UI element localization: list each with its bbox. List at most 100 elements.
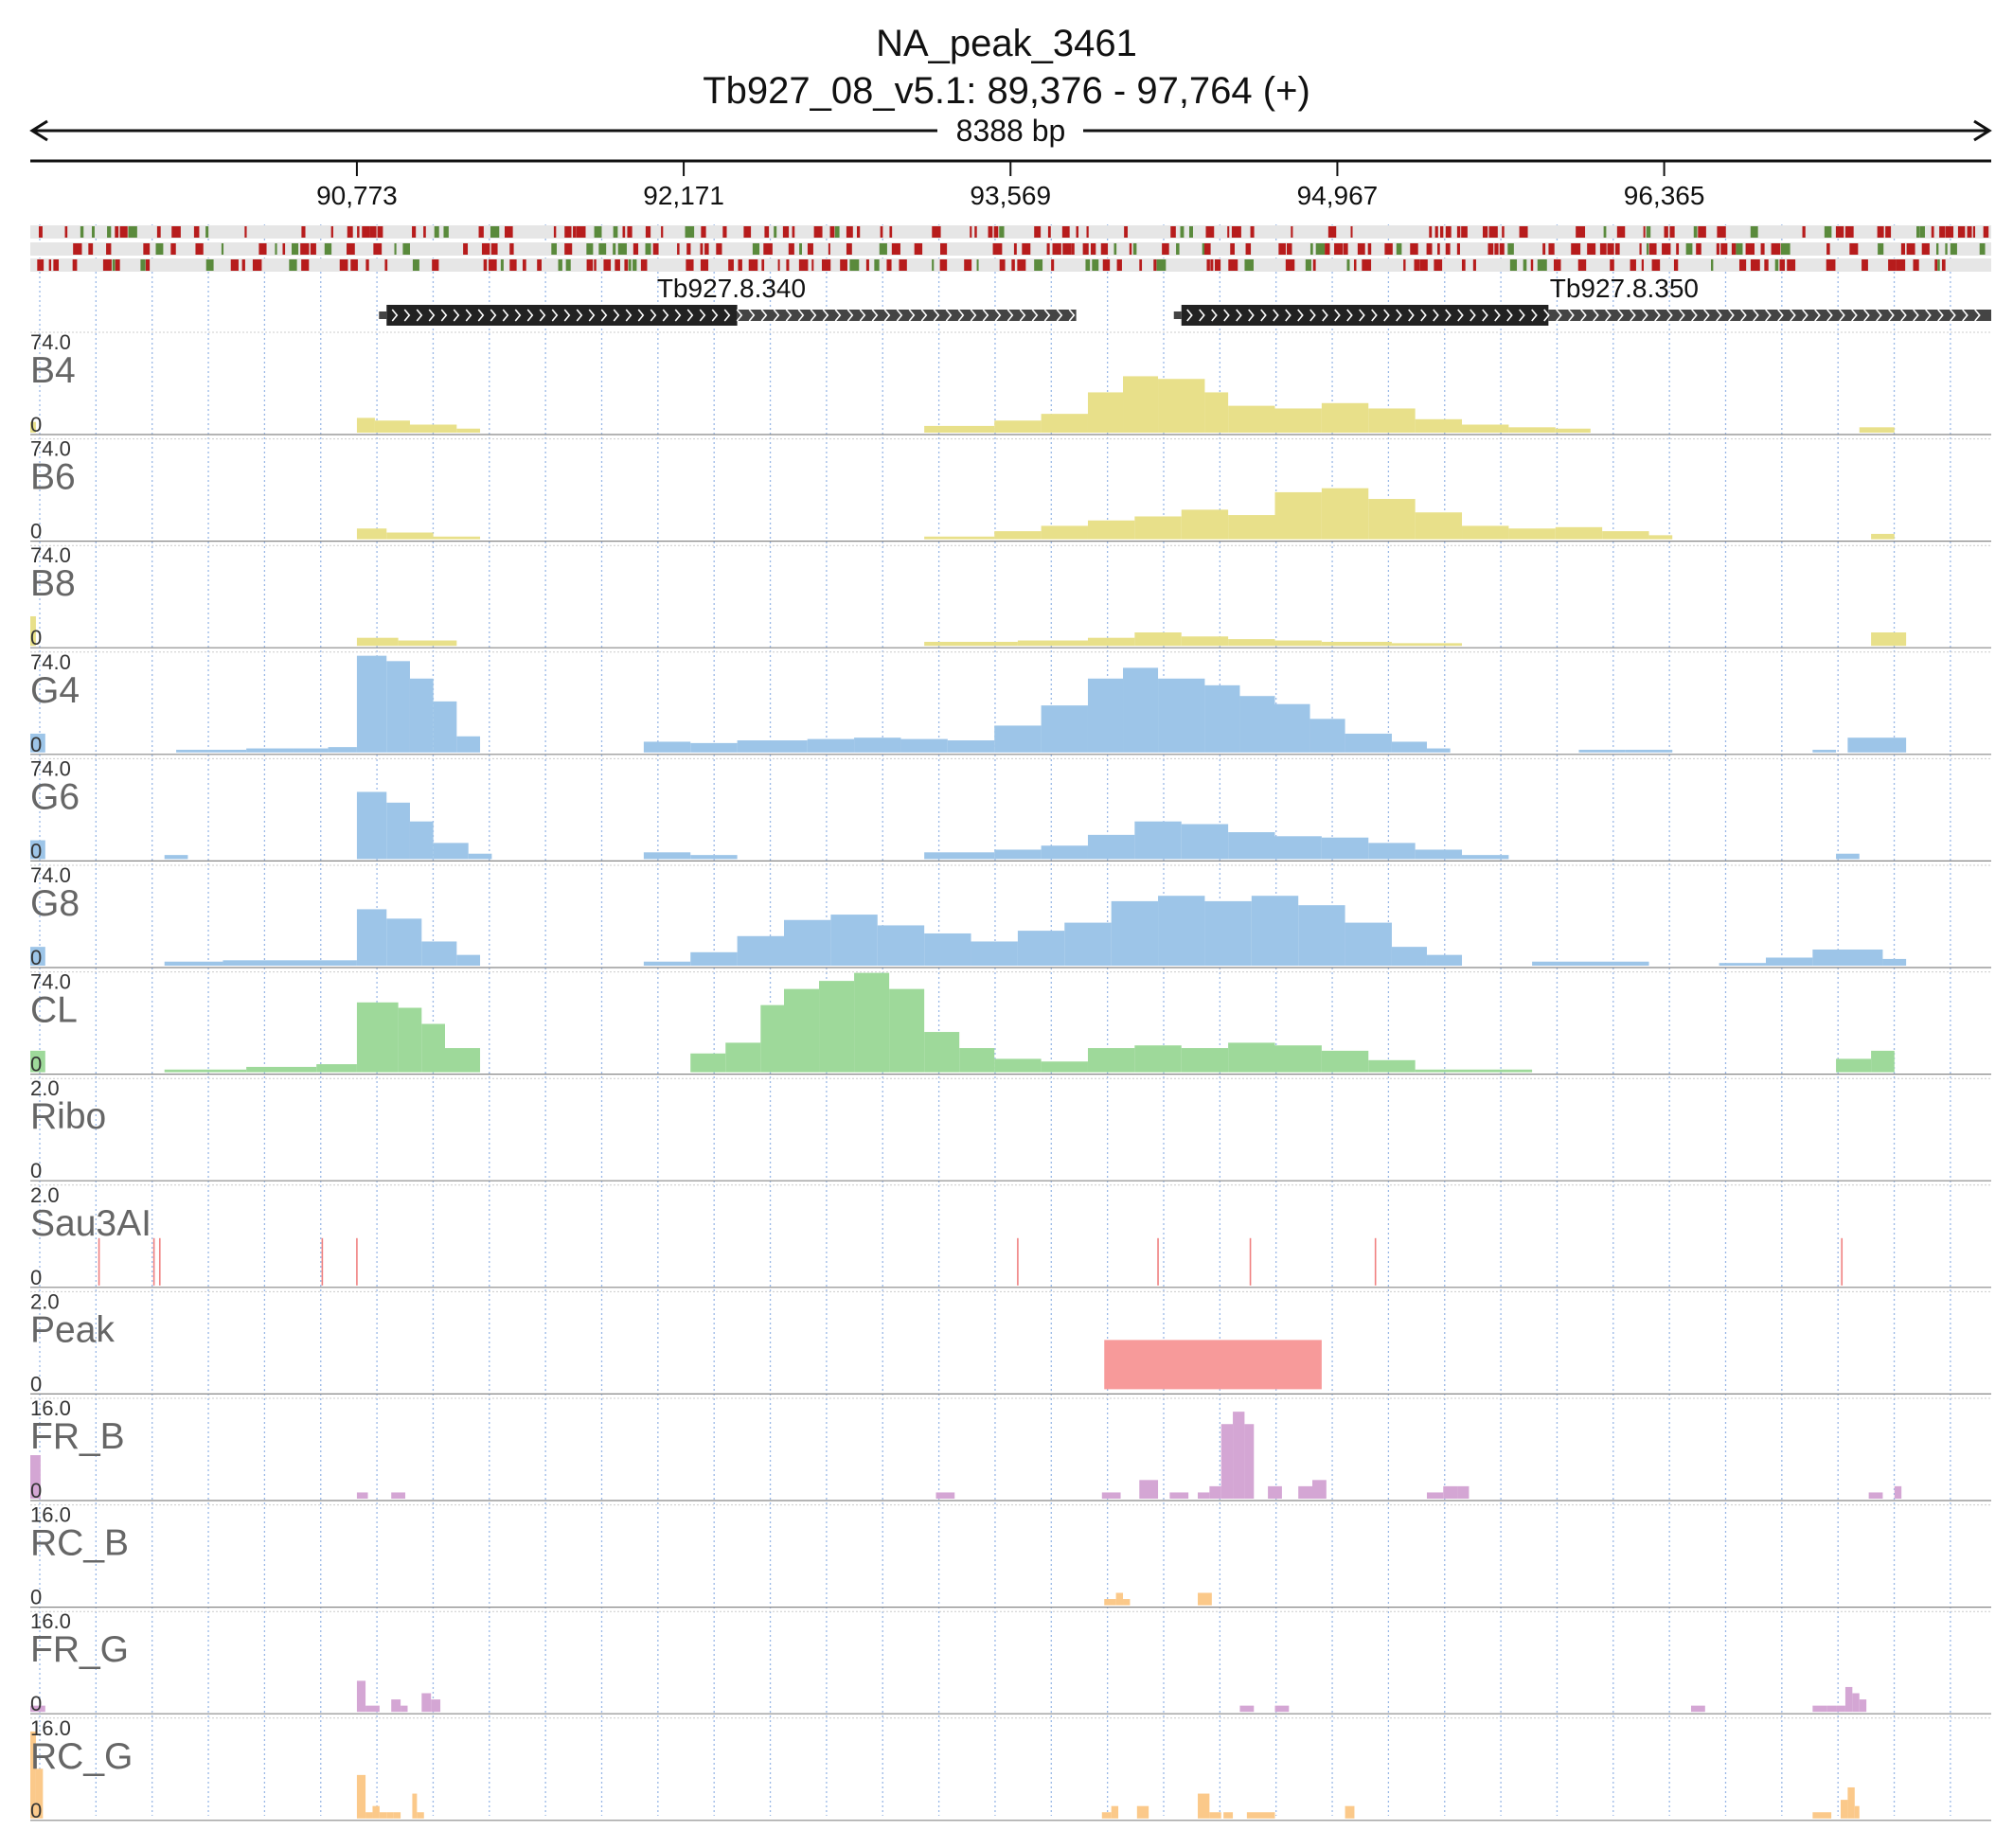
signal-bar	[1868, 1492, 1883, 1499]
strand-chevron-icon	[1913, 309, 1919, 322]
signal-bar	[1087, 834, 1135, 860]
sequence-base-mark	[1916, 226, 1920, 238]
sequence-base-mark	[1034, 259, 1043, 271]
sequence-base-mark	[821, 259, 831, 271]
strand-chevron-icon	[1506, 309, 1513, 322]
signal-bar	[1368, 408, 1416, 433]
sequence-base-mark	[1760, 243, 1765, 255]
signal-bar	[1244, 1424, 1255, 1499]
sequence-base-mark	[564, 243, 573, 255]
strand-chevron-icon	[1236, 309, 1242, 322]
signal-bar	[1391, 643, 1463, 647]
sequence-base-mark	[1124, 226, 1128, 238]
sequence-base-mark	[509, 243, 514, 255]
sequence-base-mark	[622, 226, 626, 238]
sequence-base-mark	[834, 226, 840, 238]
track-name-label: RC_B	[30, 1523, 129, 1564]
strand-chevron-icon	[871, 309, 879, 322]
track-name-label: B6	[30, 457, 76, 498]
signal-bar	[784, 988, 820, 1073]
signal-bar	[1198, 1492, 1210, 1499]
strand-chevron-icon	[1630, 309, 1636, 322]
sequence-base-mark	[782, 226, 790, 238]
signal-bar	[994, 1058, 1042, 1073]
sequence-base-mark	[258, 243, 267, 255]
sequence-base-mark	[1325, 243, 1330, 255]
sequence-base-mark	[964, 259, 972, 271]
signal-bar	[1181, 824, 1229, 860]
sequence-base-mark	[91, 226, 95, 238]
sequence-base-mark	[813, 226, 823, 238]
sequence-base-mark	[914, 243, 923, 255]
sequence-base-mark	[1931, 226, 1934, 238]
sequence-base-mark	[1502, 226, 1505, 238]
signal-bar	[1169, 1492, 1189, 1499]
sequence-base-mark	[1011, 259, 1015, 271]
sequence-base-mark	[1717, 226, 1726, 238]
sequence-base-mark	[846, 226, 853, 238]
sequence-base-mark	[686, 259, 694, 271]
signal-bar	[947, 740, 995, 753]
sequence-base-mark	[627, 226, 632, 238]
sequence-base-mark	[1509, 259, 1518, 271]
sequence-base-mark	[792, 226, 795, 238]
signal-bar	[1368, 499, 1416, 540]
signal-bar	[1087, 637, 1135, 647]
strand-chevron-icon	[1346, 309, 1353, 322]
sequence-base-mark	[73, 243, 82, 255]
strand-chevron-icon	[1937, 309, 1944, 322]
sequence-base-mark	[1934, 259, 1937, 271]
sequence-base-mark	[1787, 259, 1796, 271]
sequence-base-mark	[504, 226, 513, 238]
sequence-base-mark	[1648, 243, 1657, 255]
signal-bar	[854, 737, 901, 753]
strand-chevron-icon	[1322, 309, 1328, 322]
sequence-base-mark	[1278, 243, 1286, 255]
signal-bar	[1181, 1048, 1229, 1073]
sequence-base-mark	[488, 259, 497, 271]
signal-bar	[1228, 832, 1275, 860]
sequence-base-mark	[490, 226, 500, 238]
strand-chevron-icon	[1605, 309, 1612, 322]
sequence-base-mark	[88, 243, 94, 255]
sequence-base-mark	[1162, 243, 1169, 255]
sequence-base-mark	[1950, 243, 1957, 255]
strand-chevron-icon	[723, 309, 731, 322]
signal-bar	[356, 909, 387, 966]
track-g6: 74.0G6 0	[30, 756, 1991, 862]
sequence-base-mark	[1051, 259, 1055, 271]
sequence-base-mark	[1437, 243, 1440, 255]
sequence-base-mark	[432, 259, 439, 271]
sequence-base-mark	[115, 259, 120, 271]
sequence-base-mark	[500, 259, 504, 271]
sequence-base-mark	[1888, 259, 1897, 271]
gene-label: Tb927.8.340	[657, 274, 806, 303]
sequence-base-mark	[558, 259, 562, 271]
sequence-base-mark	[1461, 226, 1468, 238]
sequence-base-mark	[301, 259, 310, 271]
signal-bar	[1852, 1693, 1860, 1713]
strand-chevron-icon	[1839, 309, 1845, 322]
signal-bar	[854, 972, 890, 1073]
track-name-label: Ribo	[30, 1096, 106, 1137]
sequence-base-mark	[193, 226, 200, 238]
sequence-base-mark	[155, 243, 164, 255]
signal-bar	[1198, 1793, 1210, 1819]
signal-bar	[994, 420, 1042, 433]
strand-chevron-icon	[637, 309, 645, 322]
sequence-base-mark	[1736, 243, 1743, 255]
sequence-base-mark	[743, 226, 752, 238]
signal-bar	[830, 915, 878, 966]
signal-bar	[1345, 733, 1392, 753]
axis-tick-label: 93,569	[970, 181, 1051, 210]
strand-chevron-icon	[1617, 309, 1624, 322]
signal-bar	[994, 531, 1042, 540]
strand-chevron-icon	[1666, 309, 1673, 322]
sequence-base-mark	[128, 226, 137, 238]
sequence-base-mark	[1456, 243, 1460, 255]
strand-chevron-icon	[908, 309, 916, 322]
signal-bar	[1345, 922, 1392, 966]
strand-chevron-icon	[465, 309, 472, 322]
sequence-base-mark	[777, 259, 780, 271]
